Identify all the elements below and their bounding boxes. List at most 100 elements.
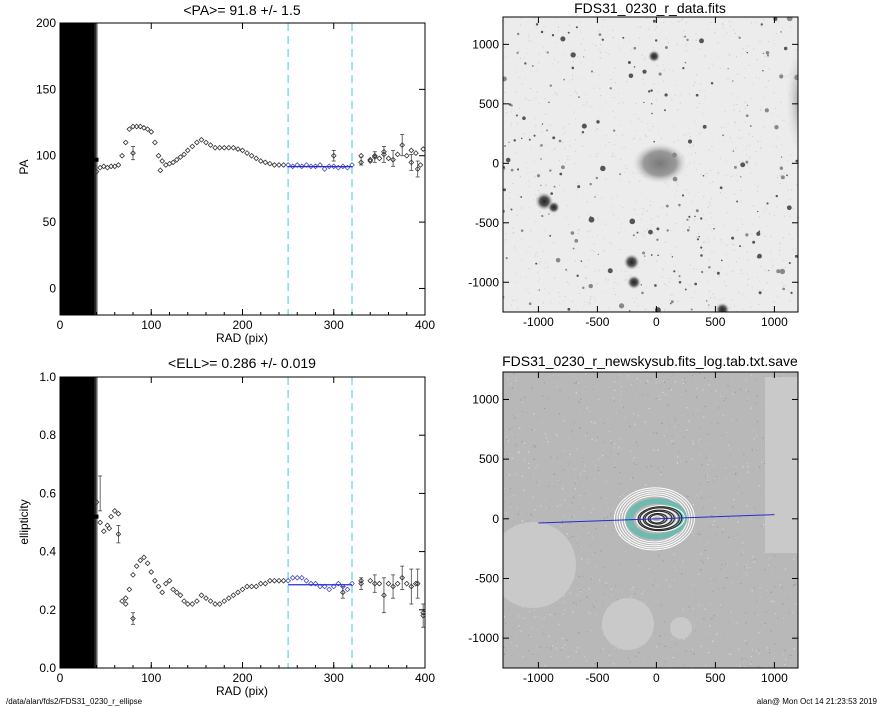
noise-speck [714,297,716,299]
noise-speck [678,373,680,375]
noise-speck [650,204,652,206]
noise-speck [736,180,738,182]
noise-speck [593,429,595,431]
star [779,74,784,79]
noise-speck [611,271,613,273]
noise-speck [720,605,722,608]
noise-speck [663,269,665,271]
noise-speck [555,433,557,436]
pa-scatter-point [157,167,164,174]
noise-speck [697,533,699,535]
noise-speck [751,374,753,376]
noise-speck [571,502,573,504]
noise-speck [679,586,681,588]
noise-speck [545,113,547,115]
noise-speck [708,28,710,30]
noise-speck [614,155,616,157]
star [760,23,763,26]
noise-speck [739,388,742,391]
noise-speck [781,603,784,605]
noise-speck [660,604,662,606]
noise-speck [698,573,700,576]
skysub-image-x-tick-label: 500 [705,671,725,685]
noise-speck [583,304,585,306]
noise-speck [578,401,580,403]
noise-speck [730,176,732,178]
noise-speck [709,447,711,449]
ell-y-tick-label: 1.0 [39,370,56,384]
star [549,169,552,172]
noise-speck [620,390,622,392]
noise-speck [569,409,571,411]
noise-speck [681,379,683,381]
pa-scatter-point [358,152,364,159]
noise-speck [582,567,584,569]
noise-speck [718,503,720,505]
noise-speck [592,461,594,463]
noise-speck [639,138,641,140]
noise-speck [581,489,583,491]
star [570,231,575,235]
ell-data-point [155,583,162,590]
noise-speck [691,200,693,202]
noise-speck [700,440,703,442]
noise-speck [737,521,739,523]
noise-speck [761,461,763,463]
noise-speck [644,601,646,603]
noise-speck [702,562,704,564]
noise-speck [594,552,596,554]
right-edge-galaxy [786,45,798,155]
noise-speck [747,470,749,473]
noise-speck [758,466,761,468]
pa-data-point [115,162,122,168]
noise-speck [640,191,642,193]
ell-data-point [239,586,246,593]
noise-speck [519,107,521,109]
noise-speck [617,599,619,601]
data-image-y-tick-label: 500 [479,97,499,111]
noise-speck [609,439,612,441]
noise-speck [645,134,647,136]
noise-speck [712,516,714,519]
noise-speck [583,104,585,106]
noise-speck [782,373,784,375]
noise-speck [610,513,612,515]
noise-speck [724,111,726,113]
star [651,103,653,105]
star [708,304,710,306]
noise-speck [631,415,633,417]
noise-speck [585,93,587,95]
noise-speck [598,152,600,154]
noise-speck [610,420,613,423]
noise-speck [563,133,565,135]
star [540,158,542,160]
noise-speck [682,560,684,562]
noise-speck [645,287,647,289]
noise-speck [549,421,551,423]
noise-speck [647,123,649,125]
noise-speck [515,299,517,301]
star [627,61,631,64]
noise-speck [640,423,642,425]
noise-speck [567,282,569,284]
noise-speck [671,489,674,491]
noise-speck [727,122,729,124]
noise-speck [695,236,697,238]
noise-speck [675,84,677,86]
noise-speck [540,422,543,424]
noise-speck [514,445,516,447]
noise-speck [682,608,684,611]
pa-x-tick-label: 0 [57,318,64,332]
ell-data-point [203,595,209,602]
noise-speck [558,292,560,294]
ell-x-tick-label: 100 [141,671,161,685]
ell-dense-region [60,377,99,668]
noise-speck [760,147,762,149]
noise-speck [603,593,606,595]
noise-speck [724,140,726,142]
noise-speck [701,208,703,210]
noise-speck [618,534,620,536]
noise-speck [630,457,633,459]
noise-speck [751,593,753,595]
noise-speck [686,429,688,431]
